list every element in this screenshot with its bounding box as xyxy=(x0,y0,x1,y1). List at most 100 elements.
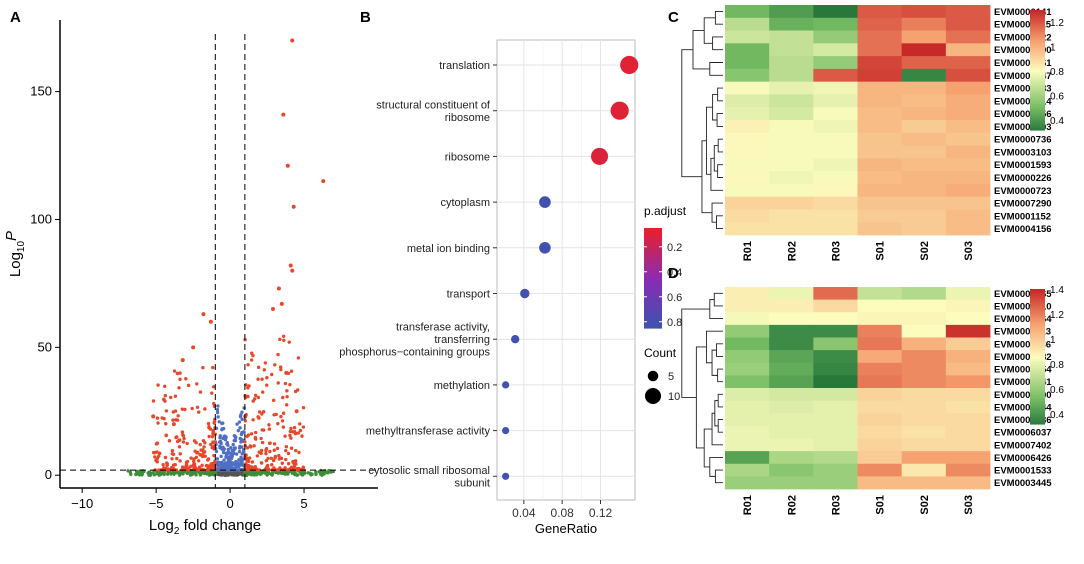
volcano-point xyxy=(171,422,176,427)
heatmap-cell xyxy=(857,400,903,414)
volcano-point xyxy=(321,179,326,184)
volcano-point xyxy=(318,471,323,475)
heatmap-cell xyxy=(945,209,991,223)
color-scale-swatch xyxy=(1030,415,1045,418)
volcano-point xyxy=(163,384,167,388)
color-scale-label: 1 xyxy=(1050,335,1056,346)
heatmap-cell xyxy=(857,413,903,427)
x-axis-title: Log2 fold change xyxy=(149,517,261,537)
heatmap-cell xyxy=(725,324,770,338)
heatmap-cell xyxy=(813,196,858,210)
color-scale-swatch xyxy=(1030,370,1045,373)
volcano-point xyxy=(152,451,157,455)
volcano-point xyxy=(198,390,203,394)
color-scale-swatch xyxy=(1030,298,1045,301)
volcano-point xyxy=(216,404,220,408)
color-scale-swatch xyxy=(1030,18,1045,21)
heatmap-cell xyxy=(945,438,991,452)
y-tick-label: 150 xyxy=(30,84,52,99)
heatmap-cell xyxy=(813,362,858,376)
volcano-point xyxy=(177,386,181,390)
color-scale-swatch xyxy=(1030,367,1045,371)
color-scale-swatch xyxy=(1030,358,1045,362)
volcano-point xyxy=(272,442,277,446)
color-scale-swatch xyxy=(1030,16,1045,19)
volcano-point xyxy=(281,425,286,429)
volcano-point xyxy=(189,456,193,460)
heatmap-cell xyxy=(813,43,858,57)
enrichment-dot xyxy=(590,147,609,165)
color-scale-swatch xyxy=(1030,372,1045,376)
heatmap-cell xyxy=(901,94,947,108)
color-legend-swatch xyxy=(644,310,662,314)
x-tick-label: 5 xyxy=(300,496,307,511)
heatmap-cell xyxy=(813,5,858,19)
color-scale-swatch xyxy=(1030,376,1045,380)
volcano-point xyxy=(223,473,228,477)
volcano-point xyxy=(234,452,239,456)
color-scale-label: 0.4 xyxy=(1050,116,1064,127)
volcano-point xyxy=(243,419,248,423)
heatmap-cell xyxy=(769,350,814,364)
heatmap-cell xyxy=(901,209,947,223)
volcano-point xyxy=(197,468,201,472)
heatmap-cell xyxy=(857,107,903,121)
term-label: ribosome xyxy=(445,112,490,124)
volcano-point xyxy=(217,420,221,424)
volcano-point xyxy=(232,434,237,438)
heatmap-cell xyxy=(769,145,814,159)
volcano-point xyxy=(292,425,297,430)
heatmap-cell xyxy=(769,476,814,490)
color-scale-swatch xyxy=(1030,322,1045,326)
heatmap-cell xyxy=(901,312,947,326)
heatmap-cell xyxy=(857,463,903,477)
color-scale-label: 1.2 xyxy=(1050,310,1064,321)
color-scale-swatch xyxy=(1030,72,1045,75)
volcano-point xyxy=(294,448,298,453)
row-label: EVM0007410 xyxy=(994,301,1052,312)
volcano-point xyxy=(178,377,182,382)
term-label: structural constituent of xyxy=(376,99,491,111)
volcano-point xyxy=(249,432,254,436)
volcano-point xyxy=(181,472,185,476)
y-tick-label: 50 xyxy=(38,339,52,354)
volcano-point xyxy=(292,465,297,469)
color-scale-swatch xyxy=(1030,390,1045,394)
volcano-point xyxy=(215,408,220,412)
heatmap-cell xyxy=(901,132,947,146)
heatmap-cell xyxy=(901,299,947,313)
heatmap-cell xyxy=(901,43,947,57)
color-legend-swatch xyxy=(644,283,662,287)
heatmap-cell xyxy=(945,120,991,134)
column-label: R03 xyxy=(830,241,842,261)
color-scale-swatch xyxy=(1030,40,1045,43)
volcano-point xyxy=(211,464,215,468)
dendrogram-branch xyxy=(714,10,723,25)
heatmap-cell xyxy=(725,120,770,134)
volcano-point xyxy=(249,445,253,449)
volcano-point xyxy=(281,411,286,415)
heatmap-cell xyxy=(813,388,858,402)
heatmap-cell xyxy=(901,158,947,172)
color-scale-swatch xyxy=(1030,311,1045,315)
x-tick-label: 0.12 xyxy=(589,506,613,520)
color-scale-swatch xyxy=(1030,28,1045,31)
color-scale-swatch xyxy=(1030,289,1045,292)
volcano-point xyxy=(162,472,166,477)
heatmap-cell xyxy=(725,413,770,427)
heatmap-cell xyxy=(857,362,903,376)
volcano-point xyxy=(174,435,178,440)
volcano-point xyxy=(252,444,256,448)
row-label: EVM0004654 xyxy=(994,365,1052,376)
heatmap-cell xyxy=(901,463,947,477)
volcano-point xyxy=(221,445,225,449)
color-scale-swatch xyxy=(1030,293,1045,297)
term-label: phosphorus−containing groups xyxy=(339,347,490,359)
volcano-point xyxy=(191,345,196,350)
volcano-point xyxy=(257,410,262,414)
heatmap-cell xyxy=(901,350,947,364)
volcano-point xyxy=(267,423,271,427)
row-label: EVM0001136 xyxy=(994,339,1051,350)
